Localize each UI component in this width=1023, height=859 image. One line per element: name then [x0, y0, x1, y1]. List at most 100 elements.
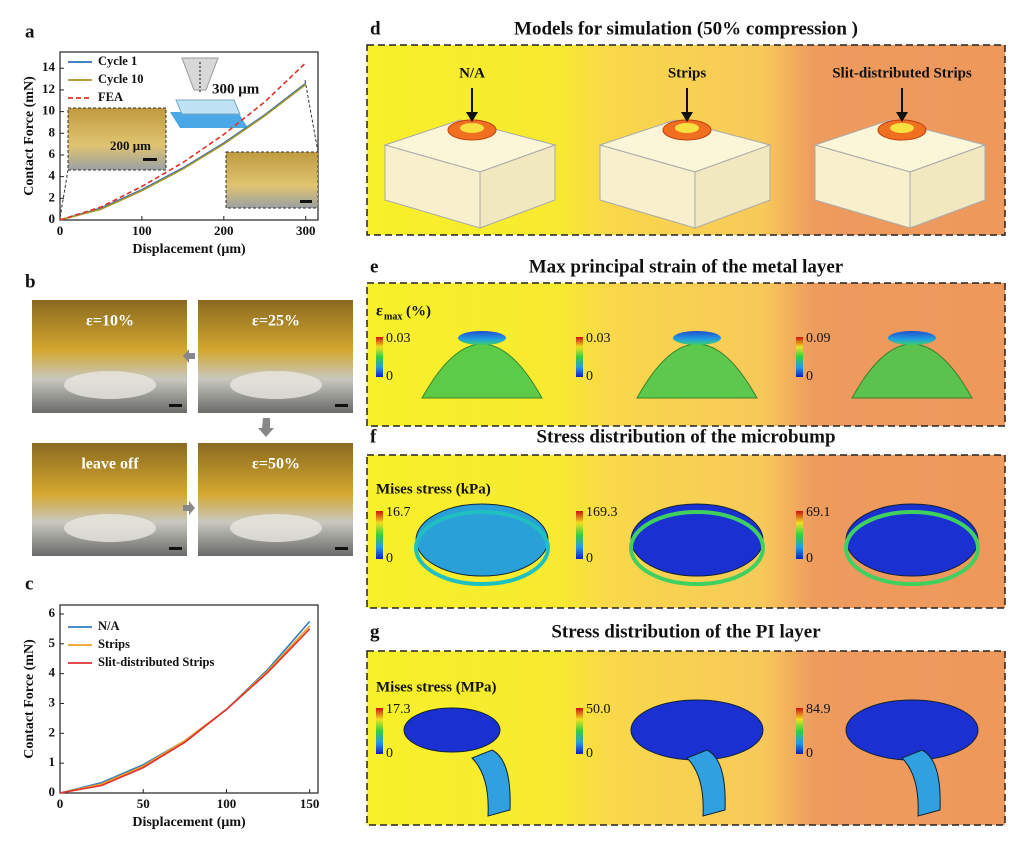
guide — [304, 79, 319, 153]
step-label: ε=50% — [252, 456, 300, 473]
x-tick-label: 300 — [296, 223, 316, 238]
bump-core — [675, 123, 699, 133]
substrate — [170, 112, 248, 128]
x-axis-label: Displacement (μm) — [132, 242, 246, 257]
y-tick-label: 4 — [49, 665, 56, 680]
panel-label: f — [370, 426, 377, 447]
photo-sample — [64, 514, 156, 542]
y-tick-label: 0 — [49, 211, 56, 226]
y-tick-label: 12 — [42, 81, 55, 96]
panel-label: d — [370, 18, 381, 39]
y-axis-label: Contact Force (mN) — [22, 76, 37, 196]
block-right — [909, 144, 986, 229]
y-tick-label: 2 — [49, 724, 56, 739]
pi-strip — [471, 749, 511, 817]
scale-bar — [335, 547, 348, 550]
x-tick-label: 0 — [57, 796, 64, 811]
pointer-head — [681, 112, 693, 122]
line-series — [59, 625, 311, 794]
legend-label: Cycle 10 — [98, 72, 143, 86]
plot-frame — [59, 604, 319, 794]
scale-bar — [335, 404, 348, 407]
block-right — [479, 144, 556, 229]
colorbar-max: 69.1 — [806, 505, 831, 520]
colorbar — [376, 511, 383, 559]
pointer-head — [896, 112, 908, 122]
colorbar-max: 50.0 — [586, 702, 611, 717]
scale-bar — [143, 158, 157, 161]
colorbar-min: 0 — [806, 551, 813, 566]
panel-title: Max principal strain of the metal layer — [529, 256, 844, 277]
x-tick-label: 50 — [137, 796, 150, 811]
panel-title: Models for simulation (50% compression ) — [514, 18, 858, 39]
plot-frame — [59, 51, 319, 221]
colorbar-max: 169.3 — [586, 505, 618, 520]
colorbar-max: 17.3 — [386, 702, 411, 717]
pi-top — [845, 699, 979, 761]
colorbar-max: 84.9 — [806, 702, 831, 717]
y-tick-label: 5 — [49, 635, 56, 650]
y-tick-label: 1 — [49, 754, 56, 769]
colorbar — [576, 708, 583, 754]
sample — [175, 99, 241, 115]
legend-label: FEA — [98, 90, 123, 104]
x-axis-label: Displacement (μm) — [132, 815, 246, 830]
y-tick-label: 10 — [42, 103, 55, 118]
photo-sample — [64, 371, 156, 399]
stress-rim — [414, 510, 550, 586]
colorbar-max: 0.09 — [806, 331, 831, 346]
y-tick-label: 6 — [49, 146, 56, 161]
legend-sub: max — [384, 311, 402, 322]
legend-title: Mises stress (MPa) — [376, 679, 497, 695]
y-tick-label: 2 — [49, 189, 56, 204]
panel-label: e — [370, 256, 378, 277]
colorbar-min: 0 — [386, 551, 393, 566]
panel-title: Stress distribution of the microbump — [536, 426, 835, 447]
stress-disk — [630, 503, 764, 577]
pi-top — [403, 707, 501, 753]
y-tick-label: 6 — [49, 605, 56, 620]
indent-label: 300 μm — [212, 81, 260, 97]
legend-unit: (%) — [406, 303, 431, 319]
colorbar-min: 0 — [386, 746, 393, 761]
line-series — [59, 628, 311, 794]
y-axis-label: Contact Force (mN) — [22, 639, 37, 759]
stress-disk — [845, 503, 979, 577]
colorbar — [796, 511, 803, 559]
line-series — [59, 62, 307, 221]
x-tick-label: 150 — [300, 796, 320, 811]
legend-label: Cycle 1 — [98, 54, 137, 68]
bump-core — [460, 123, 484, 133]
x-tick-label: 100 — [217, 796, 237, 811]
scale-bar — [169, 404, 182, 407]
bump-core — [890, 123, 914, 133]
stress-rim — [844, 510, 980, 586]
block-right — [694, 144, 771, 229]
step-label: ε=25% — [252, 313, 300, 330]
y-tick-label: 3 — [49, 694, 56, 709]
colorbar — [576, 511, 583, 559]
scale-bar — [300, 200, 312, 203]
panel-label: a — [25, 21, 35, 42]
step-label: ε=10% — [86, 313, 134, 330]
colorbar — [796, 708, 803, 754]
colorbar-max: 16.7 — [386, 505, 411, 520]
y-tick-label: 8 — [49, 124, 56, 139]
colorbar-min: 0 — [806, 746, 813, 761]
legend-label: N/A — [98, 619, 120, 633]
colorbar-min: 0 — [386, 369, 393, 384]
colorbar — [376, 708, 383, 754]
y-tick-label: 0 — [49, 784, 56, 799]
guide — [59, 169, 69, 219]
model-label: Strips — [668, 65, 707, 81]
step-arrow — [183, 349, 195, 363]
colorbar-min: 0 — [586, 551, 593, 566]
legend-label: Strips — [98, 637, 130, 651]
legend-label: Slit-distributed Strips — [98, 655, 214, 669]
step-label: leave off — [81, 456, 139, 473]
colorbar-min: 0 — [586, 746, 593, 761]
step-arrow — [258, 418, 274, 437]
photo-sample — [230, 514, 322, 542]
line-series — [59, 83, 307, 221]
